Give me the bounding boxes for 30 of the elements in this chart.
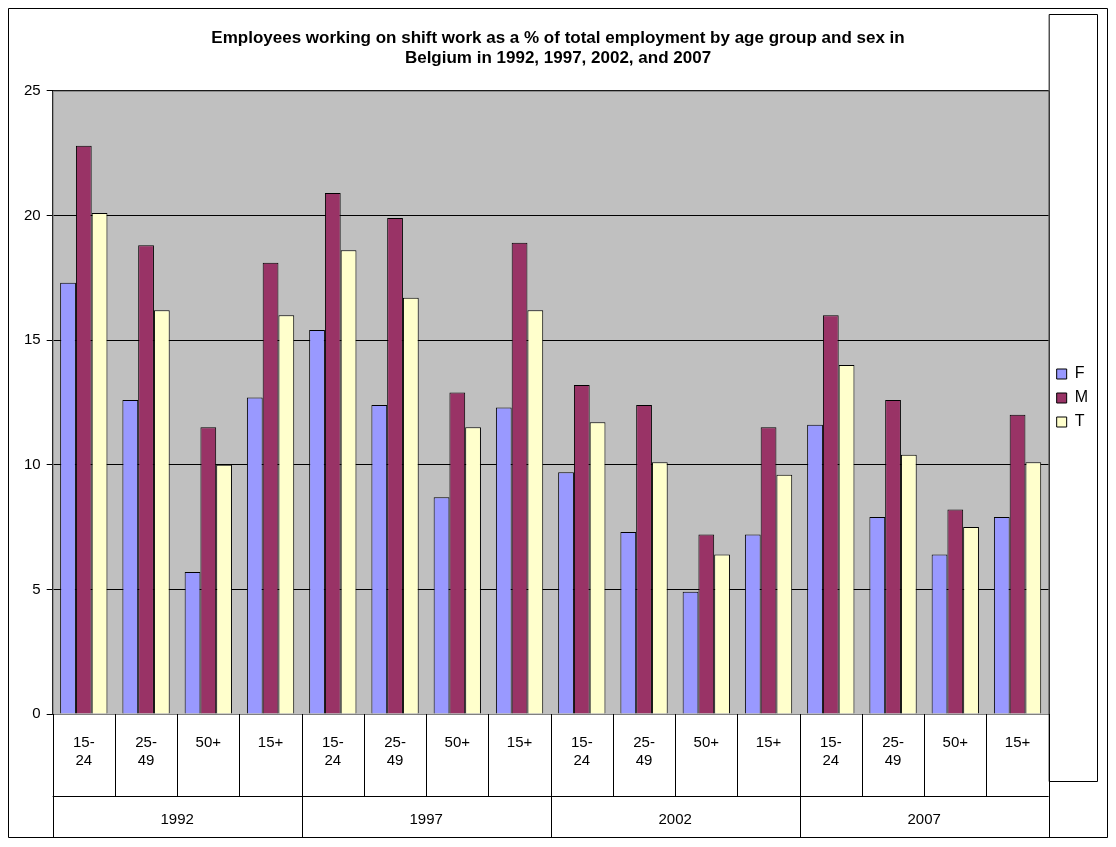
y-tick-label: 15 [24,330,41,348]
legend-label: F [1074,364,1085,382]
x-tick-label: 15-24 [570,733,593,769]
text: 1992 [160,810,194,828]
text: 2002 [658,810,692,828]
x-tick-label: 50+ [444,733,471,751]
y-tick-label: 10 [24,454,41,472]
x-tick-label: 50+ [693,733,720,751]
x-tick-label: 15+ [257,733,284,751]
text: 1997 [409,810,443,828]
x-tick-label: 15-24 [321,733,344,769]
x-tick-label: 25-49 [384,733,406,769]
x-tick-label: 15-24 [819,733,842,769]
chart-title: Employees working on shift work as a % of total employment by age group and sex in Belgium in 1992, 1997, 2002, and 2007 [211,27,905,68]
legend-label: M [1074,388,1088,406]
x-tick-label: 25-49 [882,733,904,769]
x-tick-label: 15-24 [72,733,95,769]
x-tick-label: 50+ [942,733,969,751]
x-tick-label: 15+ [506,733,533,751]
y-tick-label: 20 [24,205,41,223]
y-tick-label: 5 [32,579,41,597]
y-tick-label: 25 [24,80,41,98]
x-tick-label: 50+ [195,733,222,751]
x-tick-label: 15+ [755,733,782,751]
x-tick-label: 25-49 [633,733,655,769]
y-tick-label: 0 [32,704,41,722]
text: 2007 [907,810,941,828]
legend-label: T [1074,412,1085,430]
x-tick-label: 15+ [1004,733,1031,751]
x-tick-label: 25-49 [135,733,157,769]
